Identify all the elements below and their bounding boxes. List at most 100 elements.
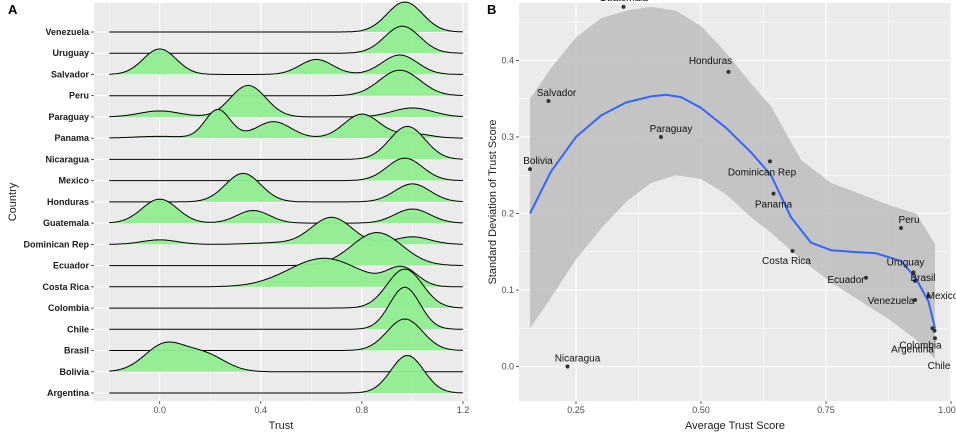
ridge-area-venezuela [109, 2, 463, 32]
point-label: Mexico [927, 291, 956, 302]
country-label: Panama [54, 133, 90, 143]
country-label: Costa Rica [42, 282, 90, 292]
country-label: Peru [69, 91, 89, 101]
country-label: Venezuela [45, 27, 90, 37]
x-tick-label: 0.0 [153, 405, 166, 415]
country-label: Paraguay [48, 112, 89, 122]
point-label: Costa Rica [762, 256, 811, 267]
panel-b: B Guatemala Honduras Salvador Paraguay Boliv… [487, 0, 956, 432]
country-label: Guatemala [43, 218, 90, 228]
panel-b-points [528, 4, 937, 369]
ridge-line-paraguay [109, 84, 463, 118]
point-label: Honduras [689, 56, 732, 67]
ridge-area-ecuador [109, 232, 463, 266]
country-label: Argentina [47, 388, 90, 398]
country-label: Honduras [47, 197, 89, 207]
point-label: Venezuela [868, 296, 915, 307]
ridge-line-colombia [109, 268, 463, 309]
point-label: Brasil [910, 273, 935, 284]
point-label: Panama [755, 200, 793, 211]
country-label: Uruguay [52, 48, 89, 58]
panel-b-y-axis-title: Standard Deviation of Trust Score [487, 119, 499, 284]
y-tick-label: 0.2 [501, 208, 514, 218]
ridge-line-salvador [109, 48, 463, 75]
data-point-argentina [932, 328, 937, 333]
ridge-line-venezuela [109, 1, 463, 33]
y-tick-label: 0.3 [501, 132, 514, 142]
country-label: Mexico [58, 176, 89, 186]
data-point-dominican-rep [768, 159, 772, 164]
data-point-guatemala [621, 4, 626, 9]
data-point-ecuador [864, 275, 868, 280]
panel-a-x-ticks: 0.0 0.4 0.8 1.2 [153, 401, 469, 415]
data-point-costa-rica [790, 248, 795, 253]
y-tick-label: 0.4 [501, 55, 514, 65]
data-point-peru [899, 226, 903, 231]
country-label: Bolivia [59, 367, 90, 377]
point-label: Argentina [891, 345, 934, 356]
panel-a-y-axis-title: Country [7, 182, 19, 221]
ridge-area-paraguay [109, 85, 463, 117]
ridge-line-costa-rica [109, 257, 463, 288]
ridge-line-mexico [109, 157, 463, 182]
panel-a-ridges [109, 1, 463, 394]
point-label: Peru [898, 215, 919, 226]
point-label: Chile [928, 361, 951, 372]
confidence-band [530, 6, 935, 359]
data-point-salvador [546, 98, 551, 103]
smooth-trend-line [529, 93, 936, 329]
y-tick-label: 0.0 [501, 362, 514, 372]
data-point-venezuela [913, 297, 917, 302]
country-label: Colombia [48, 303, 90, 313]
ridge-area-mexico [109, 158, 463, 181]
y-tick-label: 0.1 [501, 285, 514, 295]
ridge-area-honduras [109, 173, 463, 202]
country-label: Dominican Rep [23, 239, 89, 249]
point-label: Nicaragua [555, 354, 601, 365]
x-tick-label: 1.00 [938, 405, 956, 415]
panel-b-y-ticks: 0.0 0.1 0.2 0.3 0.4 [501, 55, 519, 372]
x-tick-label: 0.75 [817, 405, 835, 415]
data-point-panama [771, 191, 776, 196]
ridge-line-ecuador [109, 232, 463, 267]
data-point-mexico [926, 294, 931, 299]
point-label: Colombia [899, 340, 942, 351]
ridge-line-argentina [109, 354, 463, 394]
data-point-chile [933, 336, 937, 341]
data-point-uruguay [911, 270, 916, 275]
country-label: Ecuador [53, 261, 90, 271]
point-label: Salvador [537, 88, 577, 99]
x-tick-label: 1.2 [457, 405, 470, 415]
data-point-honduras [726, 69, 731, 74]
ridge-line-guatemala [109, 198, 463, 224]
point-label: Ecuador [827, 275, 865, 286]
panel-b-x-ticks: 0.25 0.50 0.75 1.00 [567, 401, 956, 415]
ridge-line-peru [109, 69, 463, 97]
ridge-area-peru [109, 70, 463, 96]
panel-a-x-axis-title: Trust [269, 420, 294, 432]
ridge-area-salvador [109, 49, 463, 75]
country-label: Salvador [51, 69, 90, 79]
ridge-area-nicaragua [109, 126, 463, 160]
panel-b-smooth-line [529, 93, 936, 329]
x-tick-label: 0.4 [255, 405, 268, 415]
panel-a-label: A [8, 2, 18, 17]
panel-b-point-labels: Guatemala Honduras Salvador Paraguay Bolivia… [523, 0, 956, 372]
country-label: Nicaragua [45, 154, 90, 164]
panel-b-confidence-ribbon [530, 6, 935, 359]
x-tick-label: 0.25 [567, 405, 585, 415]
point-label: Dominican Rep [728, 167, 797, 178]
panel-b-x-axis-title: Average Trust Score [685, 420, 785, 432]
ridge-area-panama [109, 109, 463, 139]
ridge-line-dominican-rep [109, 216, 463, 245]
panel-a-y-ticks: Venezuela Uruguay Salvador Peru Paraguay Pana… [23, 27, 94, 398]
data-point-bolivia [528, 167, 532, 172]
x-tick-label: 0.50 [692, 405, 710, 415]
data-point-brasil [913, 278, 917, 283]
ridge-area-argentina [109, 355, 463, 393]
ridge-area-costa-rica [109, 258, 463, 287]
point-label: Guatemala [599, 0, 648, 4]
x-tick-label: 0.8 [356, 405, 369, 415]
data-point-nicaragua [565, 364, 570, 369]
